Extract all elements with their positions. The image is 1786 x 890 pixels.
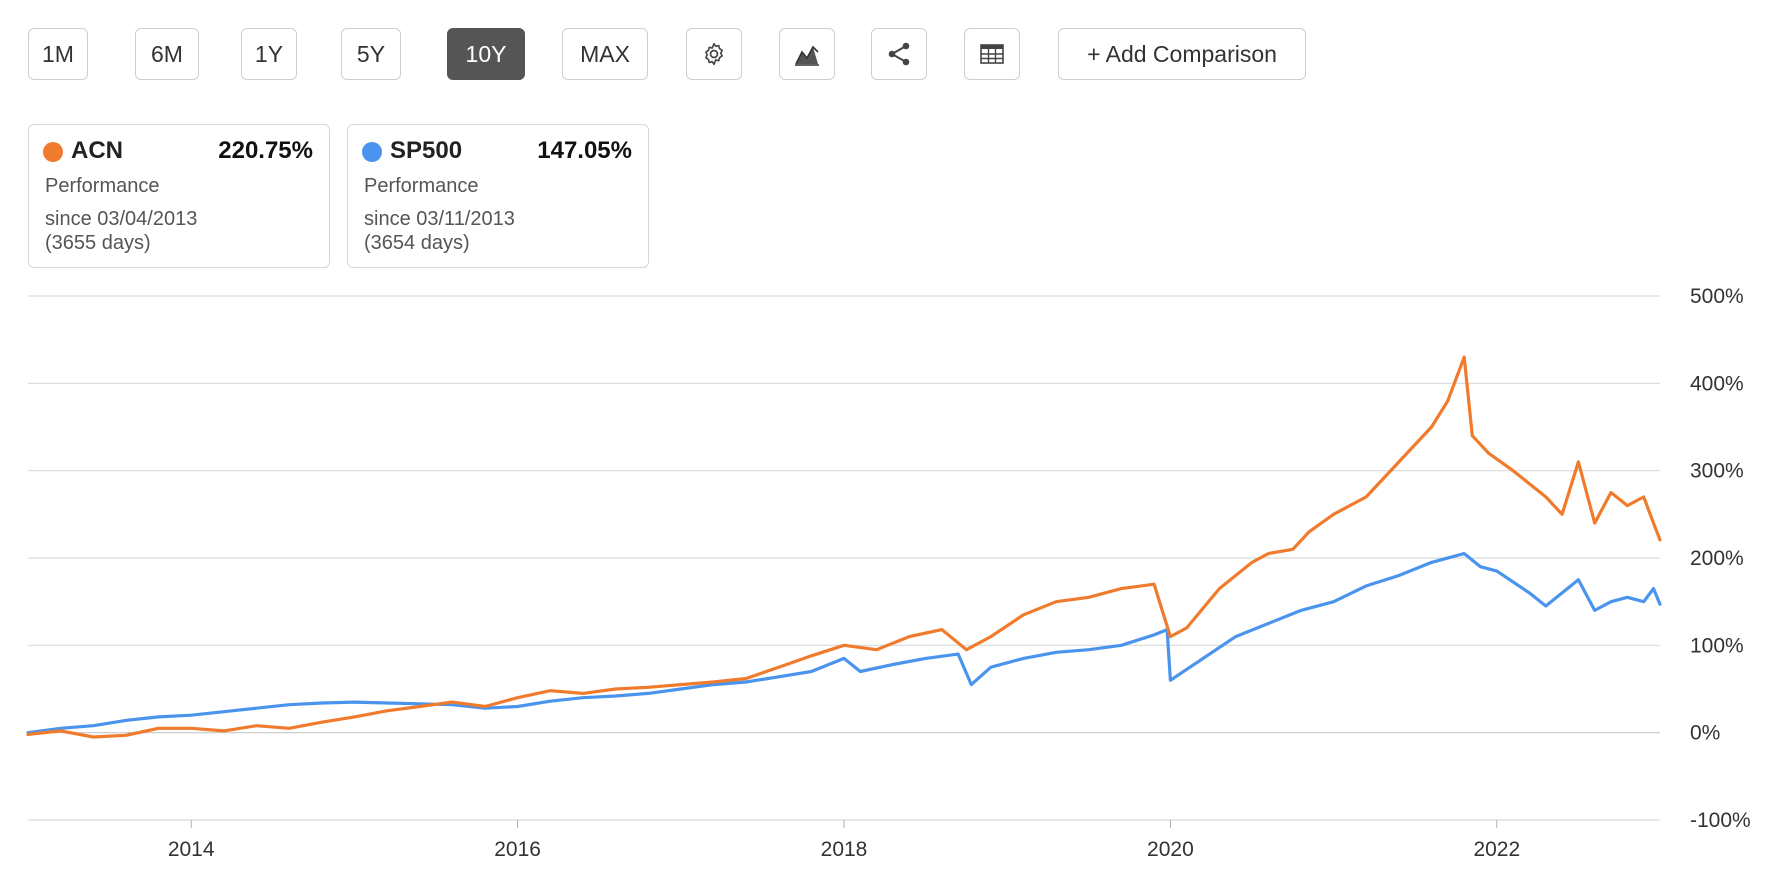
range-max-label: MAX [580, 40, 630, 67]
range-6m-label: 6M [151, 40, 183, 67]
card-since: since 03/11/2013 (3654 days) [364, 207, 515, 255]
range-1m-label: 1M [42, 40, 74, 67]
card-performance-label: Performance [364, 175, 479, 197]
card-since-days: (3654 days) [364, 232, 470, 254]
range-10y-button[interactable]: 10Y [447, 28, 525, 80]
range-1y-button[interactable]: 1Y [241, 28, 297, 80]
series-line-sp500 [26, 552, 1662, 735]
share-icon [888, 42, 910, 66]
add-comparison-button[interactable]: + Add Comparison [1058, 28, 1306, 80]
range-6m-button[interactable]: 6M [135, 28, 199, 80]
x-tick-label: 2014 [168, 838, 215, 861]
gear-icon [705, 42, 723, 66]
range-5y-button[interactable]: 5Y [341, 28, 401, 80]
x-tick-label: 2018 [821, 838, 868, 861]
card-performance-value: 147.05% [537, 137, 632, 164]
x-tick-label: 2022 [1473, 838, 1520, 861]
card-since-date: since 03/11/2013 [364, 208, 515, 230]
table-icon [980, 44, 1004, 64]
acn-color-dot [43, 142, 63, 162]
series-line-acn [26, 355, 1662, 739]
range-1m-button[interactable]: 1M [28, 28, 88, 80]
card-since-date: since 03/04/2013 [45, 208, 198, 230]
card-since-days: (3655 days) [45, 232, 151, 254]
chart-type-button[interactable] [779, 28, 835, 80]
add-comparison-label: + Add Comparison [1087, 40, 1277, 67]
chart-type-icon [795, 45, 819, 66]
y-tick-label: 400% [1690, 372, 1744, 395]
x-tick-label: 2020 [1147, 838, 1194, 861]
performance-card-acn: ACN 220.75% Performance since 03/04/2013… [28, 124, 330, 268]
y-tick-label: 100% [1690, 634, 1744, 657]
range-5y-label: 5Y [356, 40, 386, 67]
range-10y-label: 10Y [465, 40, 507, 67]
y-tick-label: 200% [1690, 547, 1744, 570]
card-since: since 03/04/2013 (3655 days) [45, 207, 197, 255]
card-symbol: ACN [71, 137, 123, 164]
y-tick-label: 300% [1690, 460, 1744, 483]
y-tick-label: 0% [1690, 722, 1720, 745]
range-max-button[interactable]: MAX [562, 28, 648, 80]
share-button[interactable] [871, 28, 927, 80]
range-1y-label: 1Y [254, 40, 284, 67]
performance-card-sp500: SP500 147.05% Performance since 03/11/20… [347, 124, 649, 268]
y-tick-label: -100% [1690, 809, 1751, 832]
sp500-color-dot [362, 142, 382, 162]
card-performance-label: Performance [45, 175, 160, 197]
card-symbol: SP500 [390, 137, 463, 164]
y-tick-label: 500% [1690, 285, 1744, 308]
x-tick-label: 2016 [494, 838, 541, 861]
table-button[interactable] [964, 28, 1020, 80]
card-performance-value: 220.75% [218, 137, 313, 164]
performance-chart[interactable]: -100% 0% 100% 200% 300% 400% 500% 2014 2016 2018 2… [0, 280, 1786, 890]
settings-button[interactable] [686, 28, 742, 80]
